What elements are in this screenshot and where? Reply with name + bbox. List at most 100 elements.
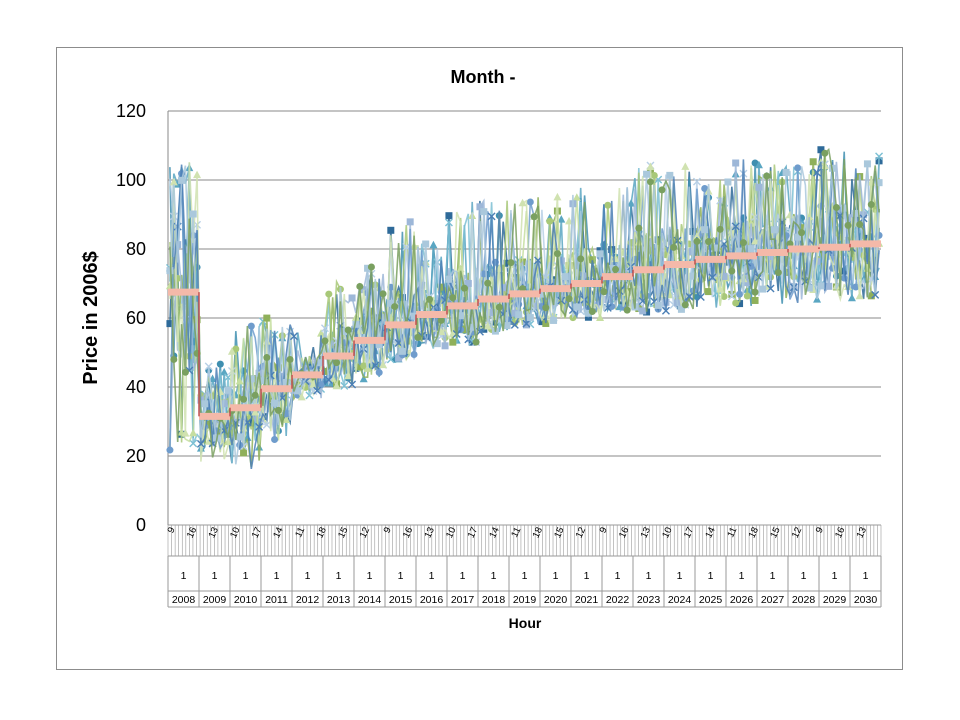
series-marker <box>514 256 523 265</box>
y-tick-label: 100 <box>116 170 146 190</box>
series-marker <box>875 179 883 187</box>
hour-tick-label: 12 <box>358 526 372 540</box>
series-marker <box>650 297 659 306</box>
series-marker <box>379 360 388 369</box>
series-marker <box>867 201 875 209</box>
series-marker <box>712 244 720 252</box>
series-marker <box>608 264 616 272</box>
series-marker <box>708 260 716 268</box>
series-marker <box>247 375 255 383</box>
month-tick-label: 1 <box>832 570 838 582</box>
month-tick-label: 1 <box>181 570 187 582</box>
series-marker <box>701 226 709 234</box>
series-marker <box>727 226 736 234</box>
series-marker <box>689 272 697 280</box>
series-marker <box>584 309 592 317</box>
series-marker <box>662 298 670 306</box>
hour-tick-label: 9 <box>166 526 178 535</box>
month-tick-label: 1 <box>336 570 342 582</box>
series-marker <box>468 323 476 331</box>
series-marker <box>755 183 763 191</box>
hour-tick-label: 9 <box>382 526 394 535</box>
year-tick-label: 2030 <box>854 594 878 606</box>
series-marker <box>444 218 453 227</box>
series-marker <box>774 269 782 277</box>
series-marker <box>867 292 875 300</box>
series-marker <box>809 158 817 166</box>
series-marker <box>495 303 503 311</box>
hour-tick-label: 13 <box>639 526 653 540</box>
series-marker <box>600 288 608 296</box>
hour-tick-label: 17 <box>682 526 696 540</box>
series-marker <box>170 355 178 363</box>
series-marker <box>692 177 701 186</box>
series-marker <box>271 436 279 444</box>
series-marker <box>387 299 395 307</box>
series-marker <box>329 345 337 353</box>
series-marker <box>414 333 422 341</box>
series-marker <box>696 292 705 301</box>
series-marker <box>340 381 349 390</box>
series-marker <box>235 376 244 385</box>
year-tick-label: 2027 <box>761 594 785 606</box>
series-marker <box>550 316 558 324</box>
series-marker <box>654 175 663 184</box>
month-tick-label: 1 <box>522 570 528 582</box>
series-marker <box>240 395 248 403</box>
year-tick-label: 2021 <box>575 594 599 606</box>
series-marker <box>572 193 581 201</box>
series-marker <box>705 288 713 296</box>
series-marker <box>324 375 333 384</box>
series-marker <box>794 164 802 172</box>
month-tick-label: 1 <box>553 570 559 582</box>
series-marker <box>798 224 806 232</box>
series-marker <box>483 321 492 330</box>
year-tick-label: 2022 <box>606 594 630 606</box>
series-marker <box>278 373 286 381</box>
series-marker <box>852 283 860 291</box>
series-marker <box>736 290 744 298</box>
year-tick-label: 2023 <box>637 594 661 606</box>
hour-tick-label: 17 <box>466 526 480 540</box>
series-marker <box>720 272 728 280</box>
series-marker <box>348 294 356 302</box>
series-marker <box>181 368 189 376</box>
series-marker <box>844 221 852 229</box>
series-marker <box>274 406 282 414</box>
series-marker <box>716 285 725 293</box>
year-tick-label: 2015 <box>389 594 413 606</box>
series-marker <box>840 204 848 212</box>
series-marker <box>437 283 445 291</box>
series-marker <box>476 203 484 211</box>
series-marker <box>391 303 399 311</box>
y-axis-label: Price in 2006$ <box>80 251 102 384</box>
hour-tick-label: 13 <box>423 526 437 540</box>
series-marker <box>289 332 298 341</box>
hour-tick-label: 10 <box>660 526 674 540</box>
series-marker <box>565 295 573 303</box>
month-tick-label: 1 <box>398 570 404 582</box>
series-marker <box>232 345 240 353</box>
month-tick-label: 1 <box>584 570 590 582</box>
series-marker <box>320 324 329 333</box>
series-marker <box>538 290 546 298</box>
series-marker <box>251 375 259 383</box>
series-marker <box>751 296 759 304</box>
series-marker <box>429 240 438 249</box>
series-marker <box>371 361 380 370</box>
series-marker <box>794 233 802 241</box>
month-tick-label: 1 <box>429 570 435 582</box>
series-marker <box>538 318 546 326</box>
series-marker <box>282 415 291 423</box>
series-marker <box>169 177 178 186</box>
series-marker <box>588 256 596 264</box>
series-marker <box>747 219 756 227</box>
series-marker <box>216 427 224 435</box>
series-marker <box>240 449 248 457</box>
series-marker <box>604 201 612 209</box>
y-tick-label: 120 <box>116 101 146 121</box>
series-marker <box>410 351 418 359</box>
series-marker <box>840 274 848 282</box>
y-tick-label: 0 <box>136 515 146 535</box>
series-marker <box>759 285 767 293</box>
